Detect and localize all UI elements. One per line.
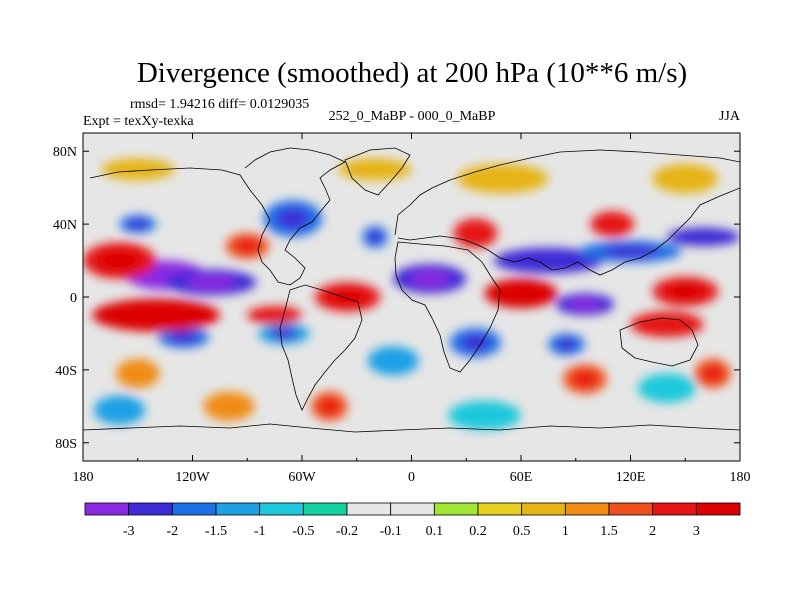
x-tick-label-2: 60W <box>288 470 316 485</box>
stats-line: rmsd= 1.94216 diff= 0.0129035 <box>130 97 309 112</box>
x-tick-label-1: 120W <box>175 470 210 485</box>
coastline-antarctica <box>83 423 740 433</box>
anomaly-core-27 <box>235 239 260 253</box>
difference-label: 252_0_MaBP - 000_0_MaBP <box>329 109 496 124</box>
colorbar-swatch-13 <box>652 502 697 516</box>
anomaly-cell-29 <box>115 358 160 389</box>
anomaly-core-21 <box>500 285 542 302</box>
anomaly-cell-16 <box>448 400 521 430</box>
colorbar-label-11: 1.5 <box>600 524 618 539</box>
colorbar-swatch-4 <box>259 502 304 516</box>
anomaly-core-4 <box>518 253 579 268</box>
anomaly-core-31 <box>319 398 340 415</box>
x-tick-label-4: 60E <box>510 470 533 485</box>
colorbar-label-3: -1 <box>254 524 266 539</box>
anomaly-core-18 <box>99 250 140 271</box>
colorbar-label-7: 0.1 <box>426 524 444 539</box>
anomaly-core-26 <box>600 217 625 232</box>
colorbar-swatch-14 <box>695 502 741 516</box>
anomaly-core-20 <box>329 289 366 305</box>
anomaly-core-28 <box>572 371 597 387</box>
colorbar-swatch-0 <box>84 502 130 516</box>
colorbar-swatch-5 <box>302 502 348 516</box>
y-axis: 80N 40N 0 40S 80S <box>53 145 740 452</box>
coastline-north-america <box>89 147 346 286</box>
x-tick-label-0: 180 <box>73 470 94 485</box>
anomaly-core-7 <box>127 219 148 230</box>
map-background <box>83 133 740 461</box>
colorbar-label-12: 2 <box>649 524 656 539</box>
anomaly-cell-17 <box>637 373 697 403</box>
colorbar-swatch-10 <box>521 502 566 516</box>
colorbar-label-4: -0.5 <box>292 524 314 539</box>
colorbar-swatch-11 <box>564 502 610 516</box>
coastline-greenland <box>344 147 411 196</box>
y-tick-label-2: 0 <box>70 291 77 306</box>
colorbar-label-2: -1.5 <box>205 524 227 539</box>
coastline-africa <box>394 241 501 373</box>
anomaly-core-9 <box>368 230 382 243</box>
coastline-australia <box>619 317 699 367</box>
colorbar-label-8: 0.2 <box>469 524 487 539</box>
anomaly-cell-15 <box>93 395 146 425</box>
experiment-label: Expt = texXy-texka <box>83 114 194 129</box>
colorbar-label-6: -0.1 <box>380 524 402 539</box>
colorbar-swatch-6 <box>346 502 392 516</box>
colorbar-swatch-3 <box>215 502 261 516</box>
x-tick-label-6: 180 <box>730 470 751 485</box>
x-tick-label-5: 120E <box>616 470 646 485</box>
colorbar-swatch-9 <box>477 502 523 516</box>
anomaly-core-24 <box>259 310 290 321</box>
colorbar: -3 -2 -1.5 -1 -0.5 -0.2 -0.1 0.1 0.2 0.5 1 1.5 2 3 <box>84 502 741 539</box>
colorbar-swatch-8 <box>433 502 479 516</box>
anomaly-core-30 <box>702 365 723 382</box>
anomaly-cell-35 <box>652 164 719 194</box>
anomaly-core-12 <box>169 331 198 344</box>
anomaly-cell-33 <box>338 158 412 181</box>
anomaly-core-5 <box>602 245 659 258</box>
anomaly-core-2 <box>409 270 450 287</box>
y-tick-label-4: 80S <box>55 437 77 452</box>
anomaly-core-3 <box>568 298 602 311</box>
anomaly-cell-14 <box>367 346 419 376</box>
anomaly-core-19 <box>120 306 192 325</box>
coastline-south-america <box>279 284 363 411</box>
anomaly-core-11 <box>556 338 577 351</box>
colorbar-label-13: 3 <box>693 524 700 539</box>
y-tick-label-3: 40S <box>55 364 77 379</box>
x-tick-label-3: 0 <box>408 470 415 485</box>
x-axis: 180 120W 60W 0 60E 120E 180 <box>73 133 751 485</box>
anomaly-core-1 <box>185 275 236 290</box>
colorbar-swatch-7 <box>390 502 435 516</box>
chart-title: Divergence (smoothed) at 200 hPa (10**6 … <box>137 57 687 89</box>
colorbar-label-10: 1 <box>562 524 569 539</box>
coastline-eurasia <box>394 149 740 276</box>
y-tick-label-1: 40N <box>53 218 77 233</box>
anomaly-core-6 <box>683 231 724 242</box>
season-label: JJA <box>719 109 741 124</box>
anomaly-core-10 <box>461 334 490 351</box>
colorbar-label-9: 0.5 <box>513 524 531 539</box>
colorbar-label-1: -2 <box>166 524 178 539</box>
anomaly-cell-34 <box>457 164 549 194</box>
y-tick-label-0: 80N <box>53 145 77 160</box>
colorbar-label-0: -3 <box>123 524 135 539</box>
anomaly-core-8 <box>276 208 309 229</box>
anomaly-core-13 <box>269 327 298 340</box>
anomaly-core-23 <box>646 317 688 332</box>
anomaly-core-25 <box>463 225 488 242</box>
anomaly-core-22 <box>667 283 704 300</box>
anomaly-cell-32 <box>203 391 255 421</box>
colorbar-label-5: -0.2 <box>336 524 358 539</box>
anomaly-cell-36 <box>101 158 175 181</box>
colorbar-swatch-1 <box>128 502 173 516</box>
map-field <box>83 133 740 461</box>
colorbar-swatch-12 <box>608 502 654 516</box>
colorbar-swatch-2 <box>171 502 217 516</box>
